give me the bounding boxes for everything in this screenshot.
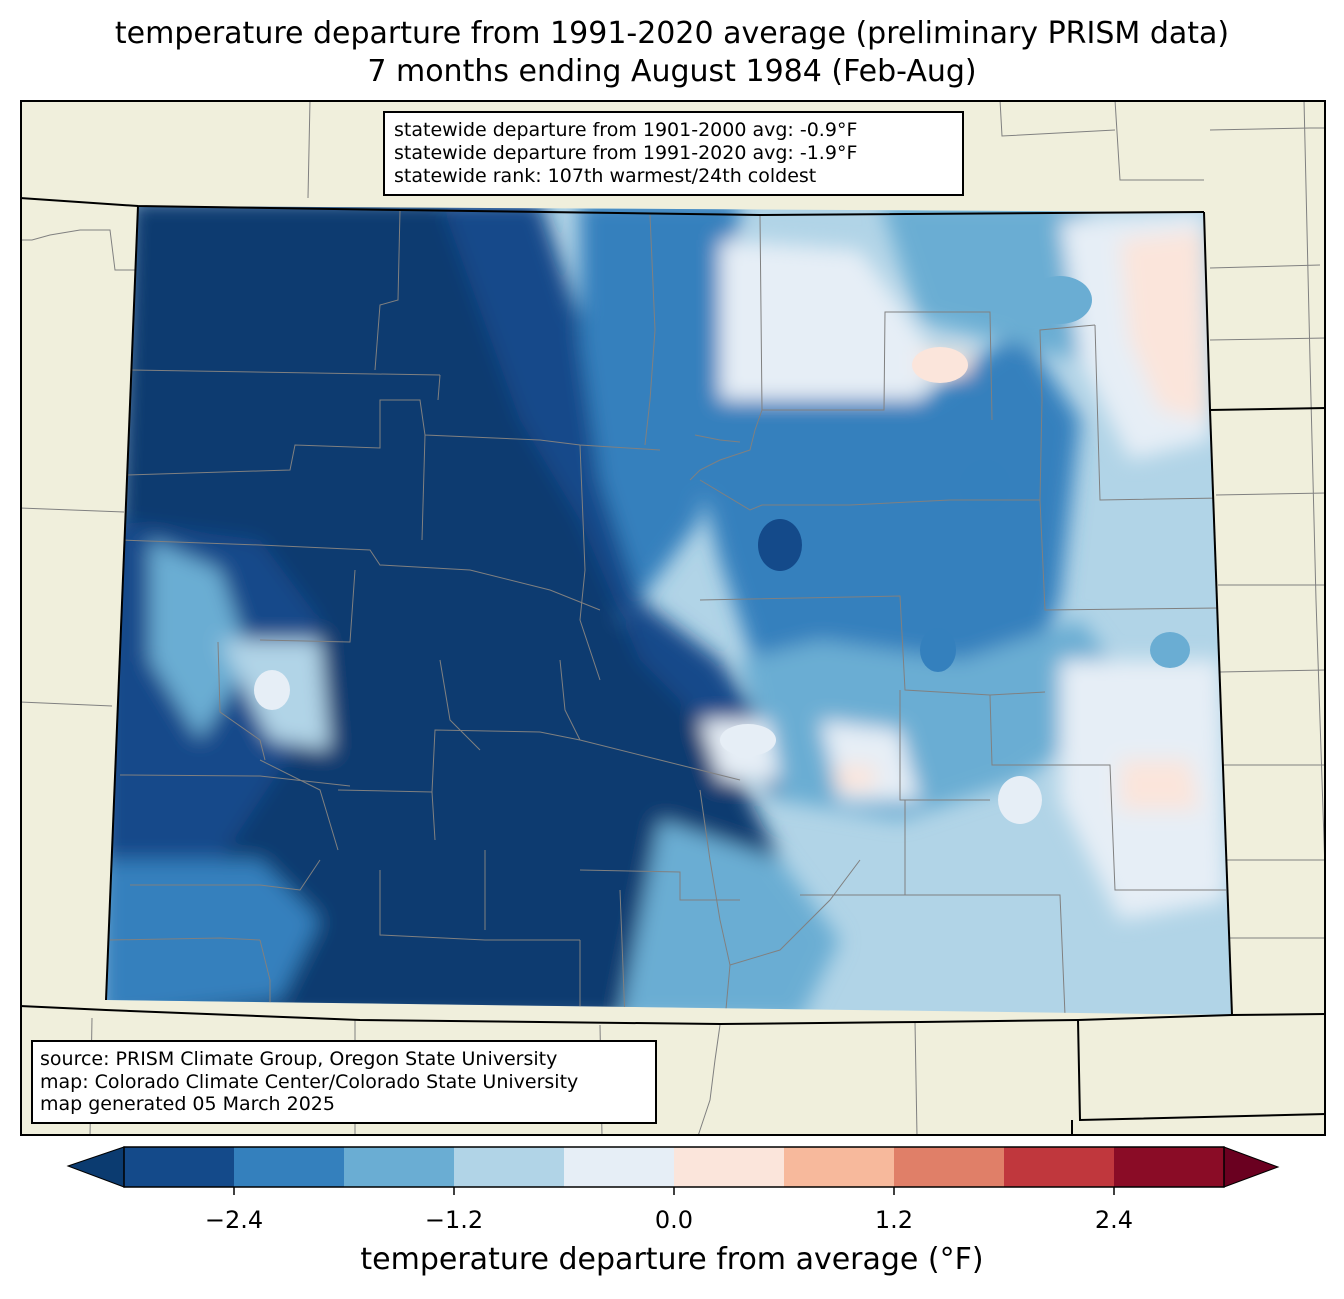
- colorbar-segment: [124, 1147, 234, 1187]
- colorbar-segment: [234, 1147, 344, 1187]
- colorbar-tick-label: 2.4: [1094, 1206, 1134, 1234]
- pocket-7: [960, 460, 1010, 510]
- pocket-1: [758, 519, 802, 571]
- colorbar-label: temperature departure from average (°F): [360, 1242, 984, 1277]
- colorbar-segment: [1114, 1147, 1224, 1187]
- colorbar-tick-label: −2.4: [204, 1206, 264, 1234]
- statewide-stats-box: statewide departure from 1901-2000 avg: …: [383, 111, 964, 196]
- zone-mid-1: [106, 860, 320, 1015]
- stats-line-3: statewide rank: 107th warmest/24th colde…: [394, 165, 817, 187]
- pocket-6: [254, 670, 290, 710]
- stats-line-1: statewide departure from 1901-2000 avg: …: [394, 119, 858, 141]
- colorbar-arrow-left: [66, 1146, 125, 1188]
- map-title-line-1: temperature departure from 1991-2020 ave…: [114, 16, 1230, 51]
- colorbar-segment: [674, 1147, 784, 1187]
- source-line-2: map: Colorado Climate Center/Colorado St…: [40, 1070, 579, 1093]
- source-credit-box: source: PRISM Climate Group, Oregon Stat…: [31, 1040, 657, 1124]
- colorbar-tick-label: −1.2: [424, 1206, 484, 1234]
- colorbar-tick-label: 0.0: [654, 1206, 694, 1234]
- colorbar-segment: [784, 1147, 894, 1187]
- map-title-line-2: 7 months ending August 1984 (Feb-Aug): [367, 54, 977, 89]
- zone-mid-4: [580, 206, 740, 600]
- pocket-3: [1150, 632, 1190, 668]
- zone-mid-2: [150, 540, 250, 740]
- zone-mid-7: [620, 820, 840, 1015]
- colorbar-segment: [344, 1147, 454, 1187]
- colorado-temperature-map: [20, 100, 1326, 1136]
- pocket-5: [720, 724, 776, 756]
- colorbar-segment: [894, 1147, 1004, 1187]
- zone-warm-ne: [1120, 230, 1208, 420]
- source-line-1: source: PRISM Climate Group, Oregon Stat…: [40, 1048, 558, 1070]
- colorbar: [66, 1146, 1280, 1195]
- colorado-county-lines: [109, 209, 1226, 1015]
- colorbar-segment: [454, 1147, 564, 1187]
- pocket-2: [920, 628, 956, 672]
- colorbar-arrow-right: [1223, 1146, 1280, 1188]
- colorbar-segment: [1004, 1147, 1114, 1187]
- state-boundaries: [20, 197, 1326, 1136]
- colorbar-tick-label: 1.2: [874, 1206, 914, 1234]
- zone-darkest-west: [106, 206, 780, 1015]
- zone-warm-se: [1120, 760, 1200, 810]
- zone-mid-5: [680, 330, 1080, 740]
- source-line-3: map generated 05 March 2025: [40, 1093, 335, 1115]
- pocket-9: [1028, 276, 1092, 324]
- zone-warm-mid: [835, 765, 875, 790]
- colorbar-segment: [564, 1147, 674, 1187]
- neighbor-county-lines: [20, 100, 1326, 1136]
- pocket-4: [998, 776, 1042, 824]
- stats-line-2: statewide departure from 1991-2020 avg: …: [394, 142, 858, 164]
- pocket-8: [912, 347, 968, 383]
